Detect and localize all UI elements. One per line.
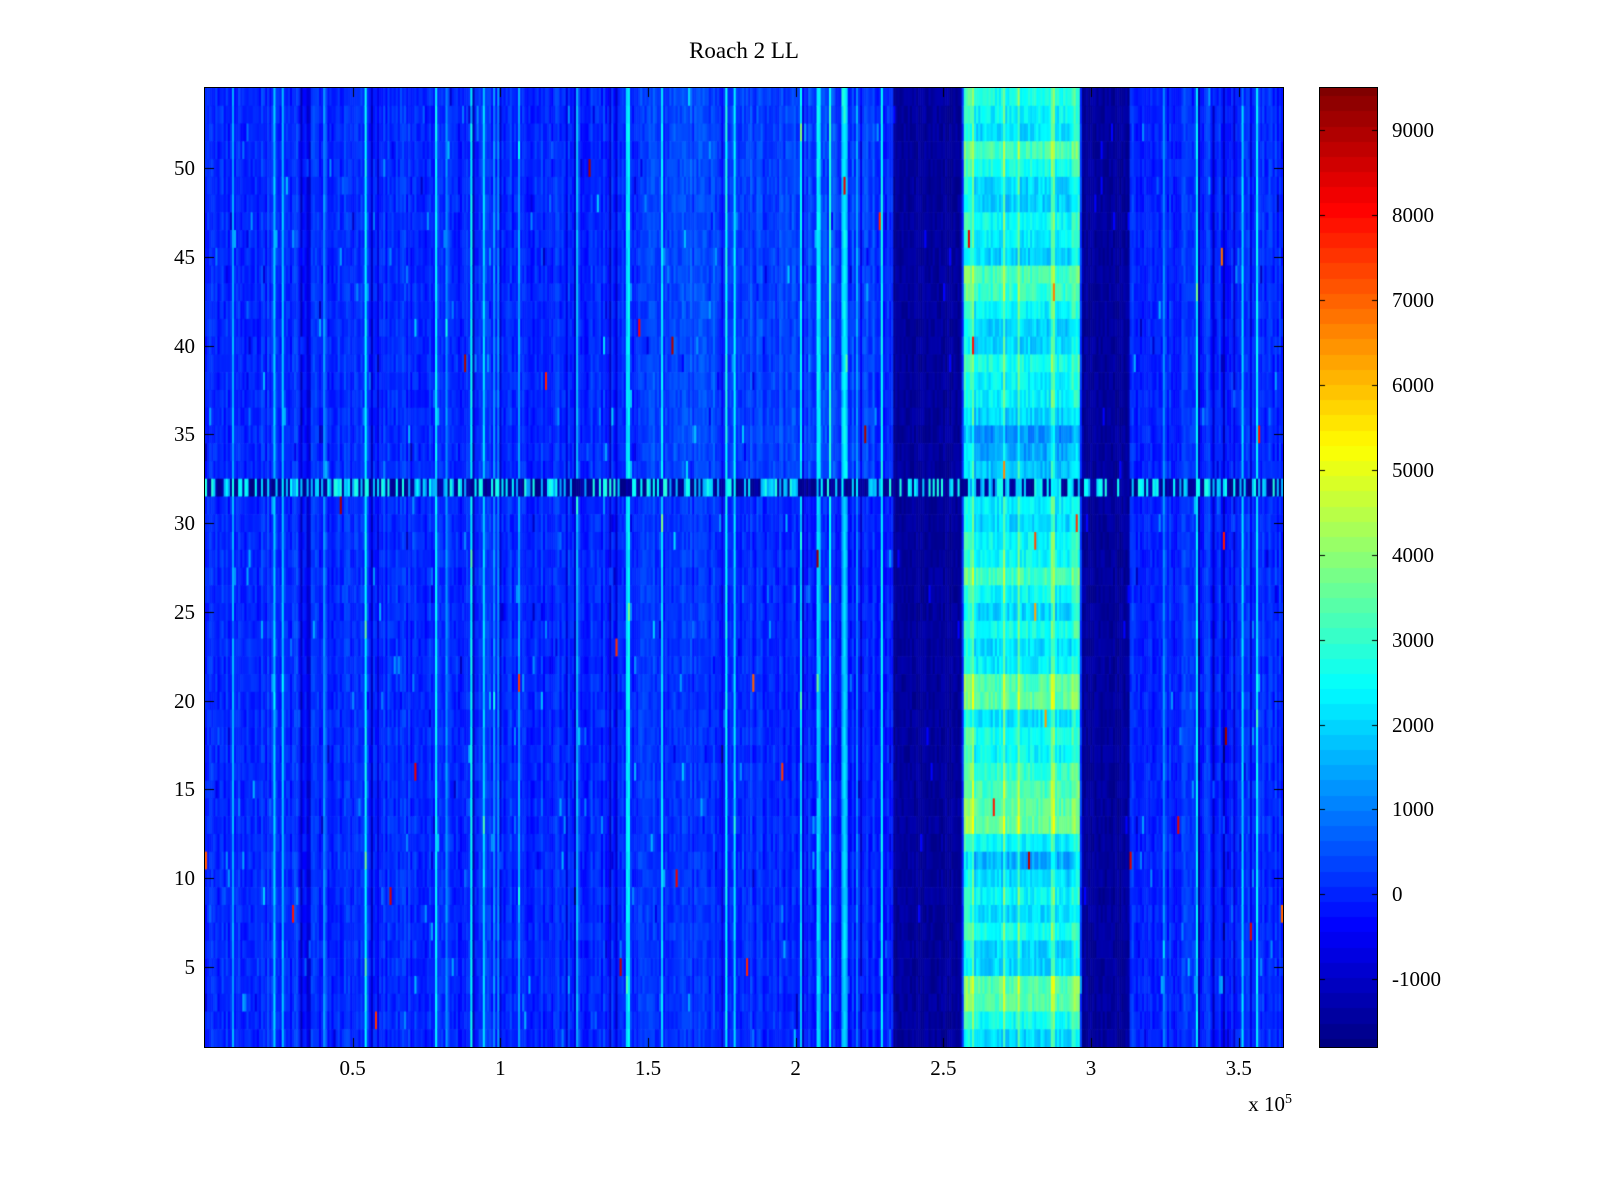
y-tick-label: 10 — [174, 866, 195, 891]
x-tick-label: 1.5 — [634, 1056, 662, 1080]
colorbar-tick-label: 9000 — [1392, 118, 1434, 143]
y-tick-label: 45 — [174, 244, 195, 269]
chart-title: Roach 2 LL — [689, 38, 799, 63]
x-tick-label: 3.5 — [1225, 1056, 1252, 1080]
colorbar-tick-label: 4000 — [1392, 542, 1434, 567]
colorbar-tick-label: -1000 — [1392, 967, 1441, 992]
x-tick-label: 2 — [790, 1056, 801, 1080]
y-tick-label: 25 — [174, 599, 195, 624]
y-tick-label: 40 — [174, 333, 195, 358]
colorbar-tick-label: 8000 — [1392, 203, 1434, 228]
x-axis-multiplier-exponent: 5 — [1285, 1092, 1292, 1107]
y-tick-label: 20 — [174, 688, 195, 713]
colorbar-tick-label: 5000 — [1392, 457, 1434, 482]
colorbar-tick-label: 0 — [1392, 882, 1403, 907]
colorbar-tick-label: 3000 — [1392, 627, 1434, 652]
x-axis-multiplier: x 105 — [1150, 1092, 1292, 1117]
y-tick-label: 50 — [174, 155, 195, 180]
heatmap-canvas — [205, 88, 1283, 1047]
x-tick-label: 1 — [495, 1056, 506, 1080]
y-tick-label: 35 — [174, 422, 195, 447]
x-tick-label: 3 — [1085, 1056, 1097, 1080]
colorbar — [1319, 87, 1378, 1048]
colorbar-tick-label: 2000 — [1392, 712, 1434, 737]
colorbar-tick-label: 1000 — [1392, 797, 1434, 822]
x-axis-multiplier-base: x 10 — [1248, 1092, 1285, 1116]
y-tick-label: 30 — [174, 511, 195, 536]
colorbar-tick-label: 7000 — [1392, 288, 1434, 313]
x-tick-label: 2.5 — [930, 1056, 957, 1080]
x-tick-label: 0.5 — [339, 1056, 366, 1080]
y-tick-label: 15 — [174, 777, 195, 802]
colorbar-canvas — [1320, 88, 1377, 1047]
heatmap-plot-area — [204, 87, 1284, 1048]
colorbar-tick-label: 6000 — [1392, 373, 1434, 398]
y-tick-label: 5 — [184, 955, 196, 980]
